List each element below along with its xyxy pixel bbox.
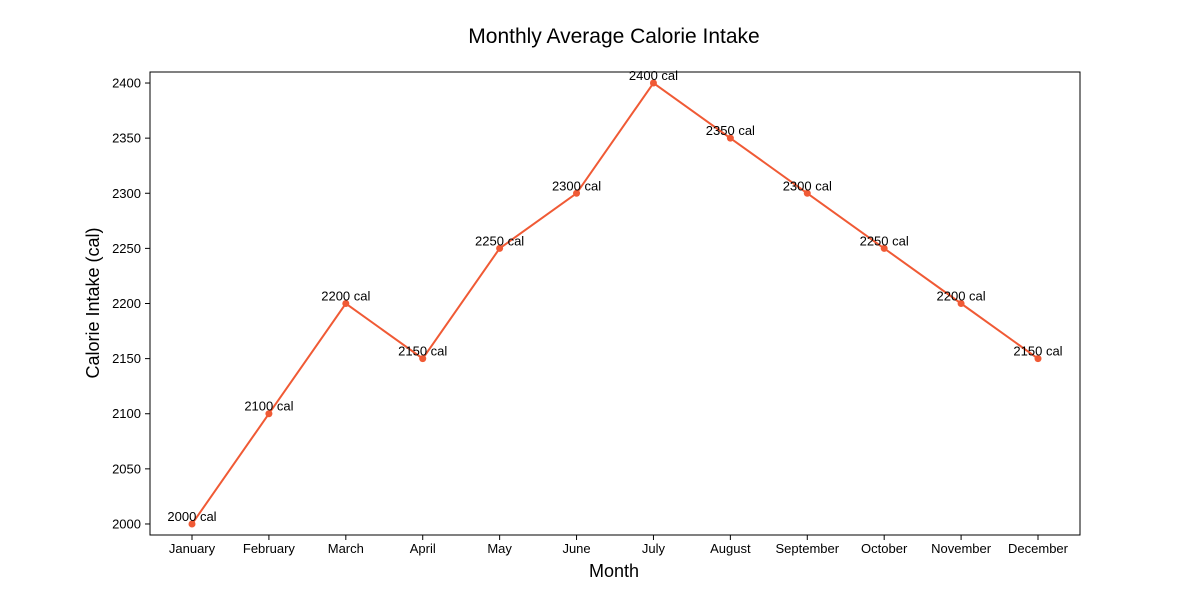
y-axis-label: Calorie Intake (cal) [83,227,103,378]
y-tick-label: 2300 [112,186,141,201]
y-tick-label: 2250 [112,241,141,256]
data-point [265,410,273,418]
x-tick-label: June [562,541,590,556]
data-label: 2300 cal [552,178,601,193]
data-point [649,79,657,87]
x-tick-label: January [169,541,216,556]
data-label: 2200 cal [321,289,370,304]
x-axis: January February March April May June July Augu… [169,535,1069,556]
y-tick-label: 2350 [112,131,141,146]
chart-title: Monthly Average Calorie Intake [468,25,759,48]
data-point [957,300,965,307]
x-tick-label: February [243,541,296,556]
data-point [419,355,427,363]
x-tick-label: October [861,541,908,556]
data-label: 2250 cal [475,233,524,248]
y-tick-label: 2050 [112,461,141,476]
data-point [188,520,196,528]
data-label: 2300 cal [783,178,832,193]
data-label: 2000 cal [167,509,216,524]
plot-area-frame [149,71,1081,536]
data-label: 2100 cal [244,399,293,414]
y-axis: 2000 2050 2100 2150 2200 2250 2300 2350 2400 [112,76,150,531]
x-tick-label: September [775,541,839,556]
data-label: 2400 cal [629,68,678,83]
x-tick-label: April [410,541,436,556]
data-point [880,244,888,252]
x-tick-label: August [710,541,751,556]
data-label: 2350 cal [706,123,755,138]
series-line [191,81,1039,525]
data-point [496,244,504,252]
data-label: 2150 cal [398,344,447,359]
data-point [1034,355,1042,363]
x-tick-label: May [487,541,512,556]
x-tick-label: November [931,541,992,556]
y-tick-label: 2000 [112,516,141,531]
y-tick-label: 2400 [112,76,141,91]
x-tick-label: December [1008,541,1069,556]
x-axis-label: Month [589,561,639,581]
data-labels: 2000 cal 2100 cal 2200 cal 2150 cal 2250 cal… [167,68,1062,524]
data-point [803,189,811,197]
y-tick-label: 2150 [112,351,141,366]
data-point [573,189,581,197]
data-point [342,300,350,307]
x-tick-label: March [328,541,364,556]
data-point [726,134,734,142]
data-label: 2150 cal [1013,344,1062,359]
data-label: 2250 cal [860,233,909,248]
y-tick-label: 2100 [112,406,141,421]
data-label: 2200 cal [937,289,986,304]
y-tick-label: 2200 [112,296,141,311]
series-layer [188,79,1042,528]
x-tick-label: July [642,541,666,556]
